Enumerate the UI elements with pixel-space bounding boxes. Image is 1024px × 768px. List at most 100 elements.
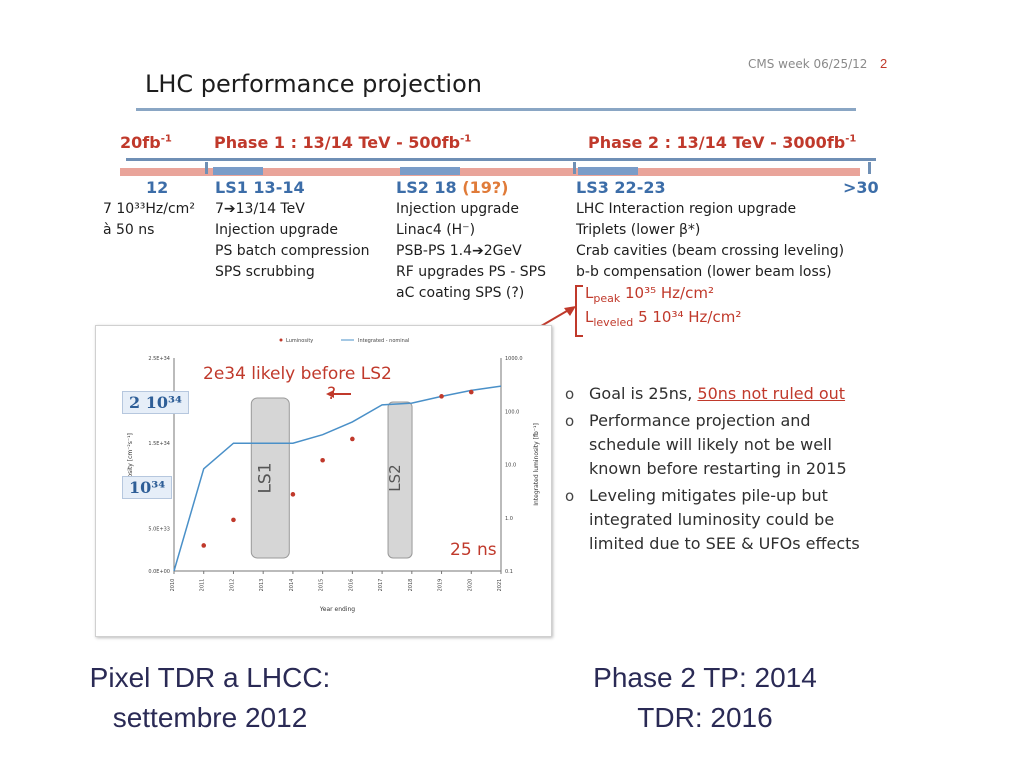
- timeline-arrow-ls1: [205, 162, 208, 174]
- col-12-line: à 50 ns: [103, 222, 155, 238]
- bullet-marker-icon: o: [565, 487, 575, 505]
- bullet-item: o Performance projection and schedule wi…: [565, 409, 885, 481]
- luminosity-point: [290, 492, 296, 497]
- lumi-chart-svg: LS1 LS2 2010 2011 2012 2013 2014 2015 2016 2017 20…: [127, 338, 540, 613]
- legend-int-label: Integrated - nominal: [358, 338, 409, 344]
- phase1-text: Phase 1 : 13/14 TeV - 500fb: [214, 133, 461, 152]
- phase2-heading: Phase 2 : 13/14 TeV - 3000fb-1: [588, 133, 856, 152]
- bottom-right-line: Phase 2 TP: 2014: [593, 662, 817, 693]
- y-left-axis-label: Luminosity [cm⁻²s⁻¹]: [127, 433, 134, 496]
- bullet-marker-icon: o: [565, 412, 575, 430]
- ls2-line: aC coating SPS (?): [396, 285, 525, 301]
- bullet-list: o Goal is 25ns, 50ns not ruled out o Per…: [565, 382, 885, 559]
- ls2-shutdown-box: [387, 401, 413, 559]
- col-ls2-list: Injection upgrade Linac4 (H⁻) PSB-PS 1.4…: [396, 199, 546, 304]
- y-left-tick-label: 2.5E+34: [148, 356, 170, 362]
- bullet-item: o Goal is 25ns, 50ns not ruled out: [565, 382, 885, 406]
- chart-annotation-1e34: 10³⁴: [122, 476, 173, 499]
- luminosity-point: [231, 517, 236, 523]
- ls1-line: PS batch compression: [215, 243, 370, 259]
- x-tick-label: 2018: [408, 579, 414, 592]
- x-tick-label: 2021: [497, 579, 503, 592]
- x-tick-label: 2015: [319, 579, 325, 592]
- ls3-line: LHC Interaction region upgrade: [576, 201, 797, 217]
- phase2-sup: -1: [845, 133, 857, 145]
- bottom-left-line: Pixel TDR a LHCC:: [89, 662, 331, 693]
- slide-title: LHC performance projection: [145, 70, 482, 98]
- bottom-left-note: Pixel TDR a LHCC: settembre 2012: [40, 658, 380, 738]
- lumi-bracket: [575, 285, 583, 337]
- x-tick-label: 2010: [170, 579, 176, 592]
- x-tick-label: 2014: [289, 579, 295, 592]
- timeline-bar: [120, 168, 860, 176]
- y-right-tick-label: 1000.0: [505, 356, 523, 362]
- chart-annotation-25ns: 25 ns: [450, 540, 497, 560]
- ls2-bar: [400, 167, 460, 175]
- x-tick-label: 2012: [229, 579, 235, 592]
- timeline-arrow-end: [868, 162, 871, 174]
- luminosity-point: [201, 543, 207, 548]
- col-12-list: 7 10³³Hz/cm² à 50 ns: [103, 199, 195, 241]
- col-end-head: >30: [843, 178, 879, 197]
- x-tick-label: 2013: [259, 579, 265, 592]
- bottom-left-line: settembre 2012: [112, 702, 308, 733]
- y-right-tick-label: 10.0: [505, 463, 516, 469]
- x-tick-label: 2017: [378, 579, 384, 592]
- ls3-bar: [578, 167, 638, 175]
- ls2-line: Injection upgrade: [396, 201, 519, 217]
- ls3-line: Crab cavities (beam crossing leveling): [576, 243, 845, 259]
- col-ls2-head-extra: (19?): [462, 178, 509, 197]
- integrated-series-line: [173, 385, 502, 572]
- phase-start: 20fb-1: [120, 133, 172, 152]
- luminosity-point: [468, 389, 474, 395]
- chart-annotation-question: ?: [327, 384, 337, 404]
- ls1-line: 7➔13/14 TeV: [215, 201, 305, 217]
- ls2-box-label: LS2: [386, 464, 404, 491]
- y-left-tick-label: 0.0E+00: [148, 569, 170, 575]
- y-right-tick-label: 0.1: [505, 569, 513, 575]
- y-right-tick-label: 1.0: [505, 516, 513, 522]
- lumi-leveled: Lleveled 5 10³⁴ Hz/cm²: [585, 308, 741, 329]
- y-right-axis-label: Integrated luminosity [fb⁻¹]: [533, 423, 540, 506]
- ls2-line: RF upgrades PS - SPS: [396, 264, 546, 280]
- phase1-sup: -1: [460, 133, 472, 145]
- ls2-line: PSB-PS 1.4➔2GeV: [396, 243, 522, 259]
- bullet-text: Performance projection and schedule will…: [589, 411, 847, 478]
- likely-arrow-head: [326, 390, 334, 398]
- luminosity-point: [320, 457, 325, 463]
- luminosity-point: [350, 436, 355, 442]
- lumi-peak-sub: peak: [593, 292, 621, 305]
- phase1-heading: Phase 1 : 13/14 TeV - 500fb-1: [214, 133, 471, 152]
- y-left-tick-label: 1.5E+34: [148, 441, 170, 447]
- phase-start-sup: -1: [160, 133, 172, 145]
- x-axis-label: Year ending: [319, 606, 355, 613]
- y-left-tick-label: 5.0E+33: [148, 526, 170, 532]
- bullet-text: Goal is 25ns,: [589, 384, 698, 403]
- chart-annotation-likely: 2e34 likely before LS2: [203, 364, 392, 384]
- slide-number: 2: [880, 56, 888, 71]
- col-ls1-list: 7➔13/14 TeV Injection upgrade PS batch c…: [215, 199, 370, 283]
- title-rule: [136, 108, 856, 111]
- legend-lumi-label: Luminosity: [286, 338, 313, 344]
- x-tick-label: 2019: [438, 579, 444, 592]
- bullet-marker-icon: o: [565, 385, 575, 403]
- ls1-bar: [213, 167, 263, 175]
- ls3-line: Triplets (lower β*): [576, 222, 701, 238]
- ls3-line: b-b compensation (lower beam loss): [576, 264, 832, 280]
- ls1-shutdown-box: [250, 397, 290, 559]
- x-tick-label: 2011: [200, 579, 206, 592]
- timeline-arrow-ls3: [573, 162, 576, 174]
- phase2-text: Phase 2 : 13/14 TeV - 3000fb: [588, 133, 846, 152]
- col-ls2-head: LS2 18 (19?): [396, 178, 508, 197]
- ls1-line: SPS scrubbing: [215, 264, 315, 280]
- chart-annotation-2e34: 2 10³⁴: [122, 391, 189, 414]
- col-12-line: 7 10³³Hz/cm²: [103, 201, 195, 217]
- lumi-leveled-value: 5 10³⁴ Hz/cm²: [638, 308, 742, 326]
- legend-lumi-marker: [279, 338, 283, 342]
- col-ls1-head: LS1 13-14: [215, 178, 305, 197]
- timeline-top-line: [126, 158, 876, 161]
- lumi-peak: Lpeak 10³⁵ Hz/cm²: [585, 284, 714, 305]
- ls1-box-label: LS1: [255, 462, 275, 493]
- x-tick-label: 2016: [348, 579, 354, 592]
- col-ls3-head: LS3 22-23: [576, 178, 666, 197]
